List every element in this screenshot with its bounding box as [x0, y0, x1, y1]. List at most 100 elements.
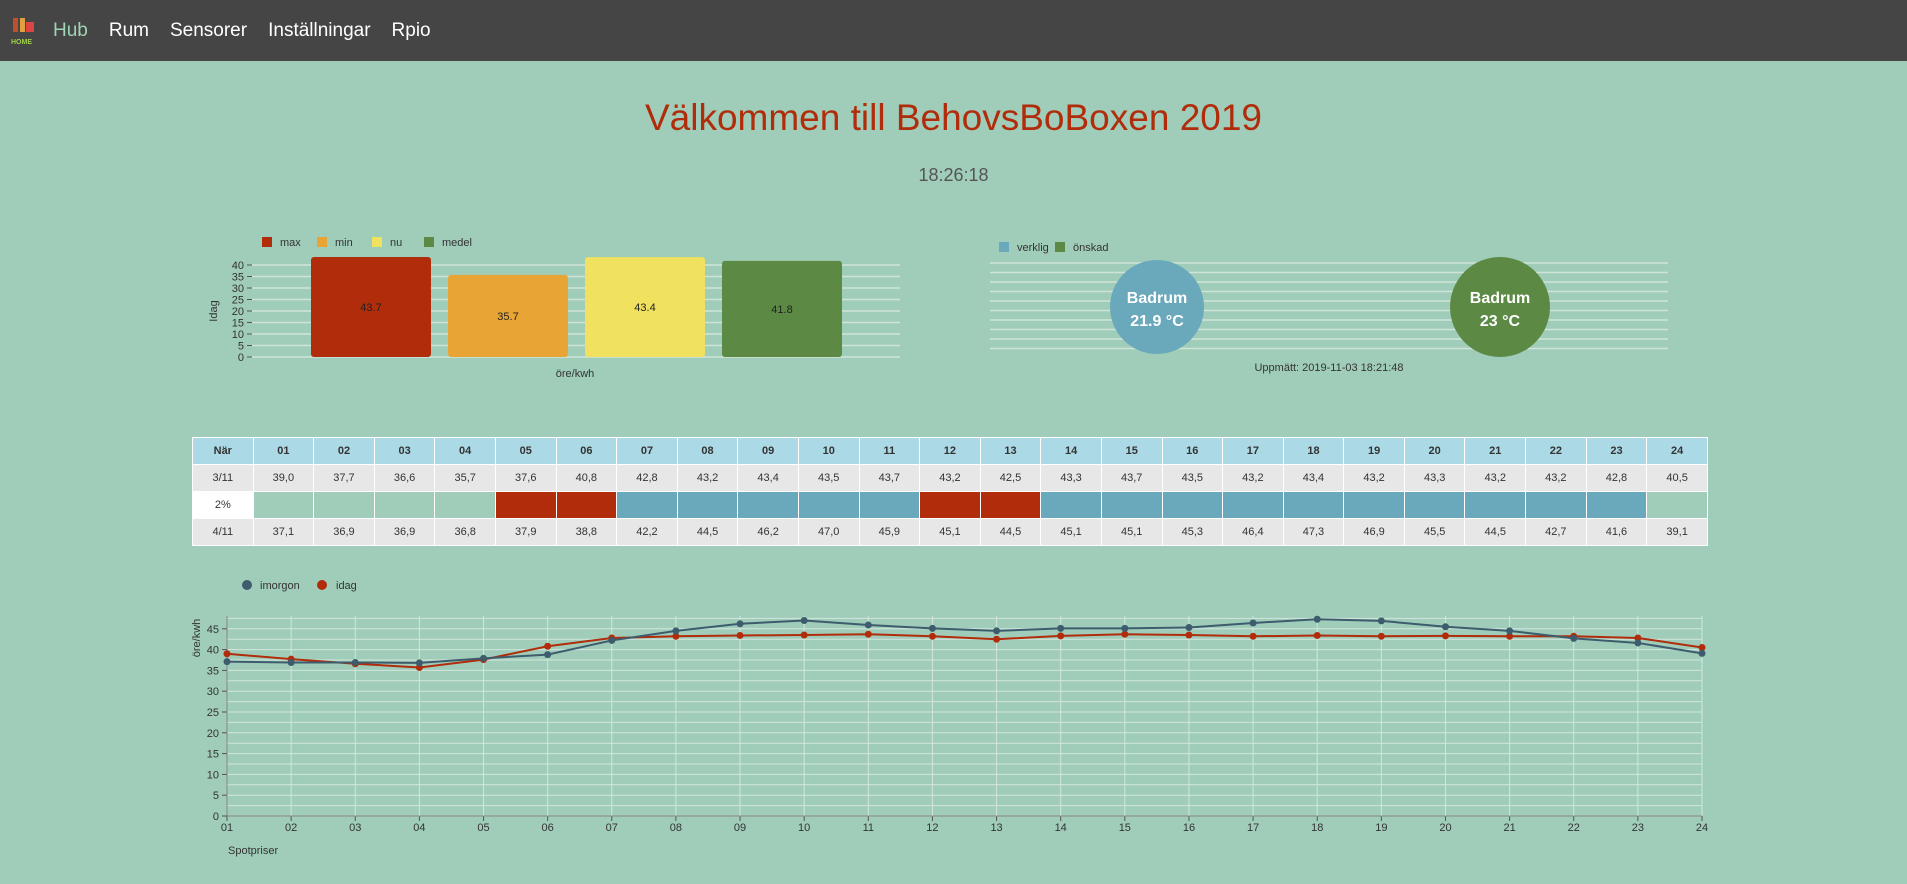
- status-cell-ok[interactable]: [1525, 491, 1587, 519]
- status-cell-ok[interactable]: [797, 491, 860, 519]
- data-point-idag[interactable]: [1057, 632, 1065, 640]
- data-point-imorgon[interactable]: [480, 654, 488, 662]
- price-cell: 44,5: [979, 518, 1042, 546]
- status-cell-ok[interactable]: [737, 491, 799, 519]
- status-cell-ok[interactable]: [1585, 491, 1648, 519]
- data-point-idag[interactable]: [480, 656, 488, 664]
- x-tick-label: 15: [1119, 822, 1131, 834]
- data-point-idag[interactable]: [287, 655, 295, 663]
- status-cell-high[interactable]: [979, 491, 1042, 519]
- data-point-imorgon[interactable]: [223, 658, 231, 666]
- status-cell-ok[interactable]: [1161, 491, 1224, 519]
- y-tick-label: 5: [238, 341, 244, 353]
- y-axis-label: öre/kwh: [191, 619, 203, 658]
- status-cell-empty[interactable]: [252, 491, 315, 519]
- status-cell-ok[interactable]: [858, 491, 921, 519]
- bar-max[interactable]: [311, 257, 431, 357]
- data-point-idag[interactable]: [1377, 632, 1385, 640]
- data-point-imorgon[interactable]: [287, 658, 295, 666]
- threshold-percent[interactable]: 2%: [192, 491, 254, 519]
- status-cell-high[interactable]: [494, 491, 557, 519]
- data-point-imorgon[interactable]: [351, 658, 359, 666]
- data-point-imorgon[interactable]: [1057, 624, 1065, 632]
- data-point-idag[interactable]: [1249, 632, 1257, 640]
- data-point-imorgon[interactable]: [608, 636, 616, 644]
- temp-bubble-onskad[interactable]: [1450, 257, 1550, 357]
- data-point-imorgon[interactable]: [544, 651, 552, 659]
- data-point-imorgon[interactable]: [1570, 634, 1578, 642]
- data-point-idag[interactable]: [1121, 630, 1129, 638]
- price-cell: 43,2: [1343, 464, 1405, 492]
- nav-hub[interactable]: Hub: [53, 19, 88, 41]
- status-cell-high[interactable]: [555, 491, 618, 519]
- data-point-imorgon[interactable]: [1185, 624, 1193, 632]
- data-point-idag[interactable]: [608, 634, 616, 642]
- data-point-imorgon[interactable]: [993, 627, 1001, 635]
- status-cell-ok[interactable]: [1222, 491, 1284, 519]
- data-point-imorgon[interactable]: [1698, 649, 1706, 657]
- data-point-idag[interactable]: [1313, 631, 1321, 639]
- app-logo[interactable]: HOME: [11, 16, 39, 46]
- navbar: HOME Hub Rum Sensorer Inställningar Rpio: [0, 0, 1907, 61]
- data-point-idag[interactable]: [672, 632, 680, 640]
- data-point-imorgon[interactable]: [1634, 639, 1642, 647]
- status-cell-empty[interactable]: [434, 491, 496, 519]
- status-cell-ok[interactable]: [1282, 491, 1345, 519]
- bar-medel[interactable]: [722, 260, 842, 357]
- y-tick-label: 10: [232, 329, 244, 341]
- data-point-idag[interactable]: [993, 635, 1001, 643]
- data-point-imorgon[interactable]: [1249, 619, 1257, 627]
- status-cell-ok[interactable]: [1464, 491, 1527, 519]
- price-cell: 36,6: [373, 464, 436, 492]
- status-cell-ok[interactable]: [1100, 491, 1163, 519]
- data-point-idag[interactable]: [864, 630, 872, 638]
- data-point-imorgon[interactable]: [1121, 624, 1129, 632]
- x-tick-label: 06: [542, 822, 554, 834]
- bar-min[interactable]: [448, 274, 568, 357]
- data-point-idag[interactable]: [1441, 632, 1449, 640]
- data-point-idag[interactable]: [928, 632, 936, 640]
- data-point-imorgon[interactable]: [1441, 623, 1449, 631]
- data-point-idag[interactable]: [1185, 631, 1193, 639]
- price-cell: 42,2: [616, 518, 678, 546]
- status-cell-empty[interactable]: [1646, 491, 1708, 519]
- data-point-idag[interactable]: [415, 663, 423, 671]
- data-point-idag[interactable]: [544, 642, 552, 650]
- data-point-idag[interactable]: [1698, 644, 1706, 652]
- status-cell-high[interactable]: [919, 491, 981, 519]
- status-cell-ok[interactable]: [1403, 491, 1466, 519]
- nav-rum[interactable]: Rum: [108, 19, 149, 41]
- bar-nu[interactable]: [585, 257, 705, 357]
- data-point-imorgon[interactable]: [1377, 617, 1385, 625]
- data-point-idag[interactable]: [351, 660, 359, 668]
- data-point-idag[interactable]: [1570, 632, 1578, 640]
- col-header-nar: När: [192, 437, 254, 465]
- data-point-imorgon[interactable]: [1313, 615, 1321, 623]
- status-cell-empty[interactable]: [313, 491, 375, 519]
- data-point-idag[interactable]: [223, 650, 231, 658]
- data-point-imorgon[interactable]: [928, 624, 936, 632]
- data-point-idag[interactable]: [1506, 632, 1514, 640]
- price-cell: 42,8: [616, 464, 678, 492]
- nav-rpio[interactable]: Rpio: [391, 19, 431, 41]
- price-cell: 37,9: [494, 518, 557, 546]
- data-point-imorgon[interactable]: [415, 659, 423, 667]
- nav-instllningar[interactable]: Inställningar: [268, 19, 371, 41]
- nav-sensorer[interactable]: Sensorer: [169, 19, 248, 41]
- status-cell-ok[interactable]: [616, 491, 678, 519]
- temp-bubble-verklig[interactable]: [1110, 260, 1204, 354]
- status-cell-ok[interactable]: [1343, 491, 1405, 519]
- data-point-idag[interactable]: [1634, 634, 1642, 642]
- price-cell: 39,0: [252, 464, 315, 492]
- data-point-imorgon[interactable]: [672, 627, 680, 635]
- data-point-imorgon[interactable]: [736, 620, 744, 628]
- data-point-imorgon[interactable]: [800, 616, 808, 624]
- legend-label-imorgon: imorgon: [260, 580, 300, 592]
- data-point-imorgon[interactable]: [864, 621, 872, 629]
- status-cell-ok[interactable]: [676, 491, 739, 519]
- data-point-idag[interactable]: [800, 631, 808, 639]
- status-cell-ok[interactable]: [1040, 491, 1102, 519]
- data-point-idag[interactable]: [736, 631, 744, 639]
- data-point-imorgon[interactable]: [1506, 627, 1514, 635]
- status-cell-empty[interactable]: [373, 491, 436, 519]
